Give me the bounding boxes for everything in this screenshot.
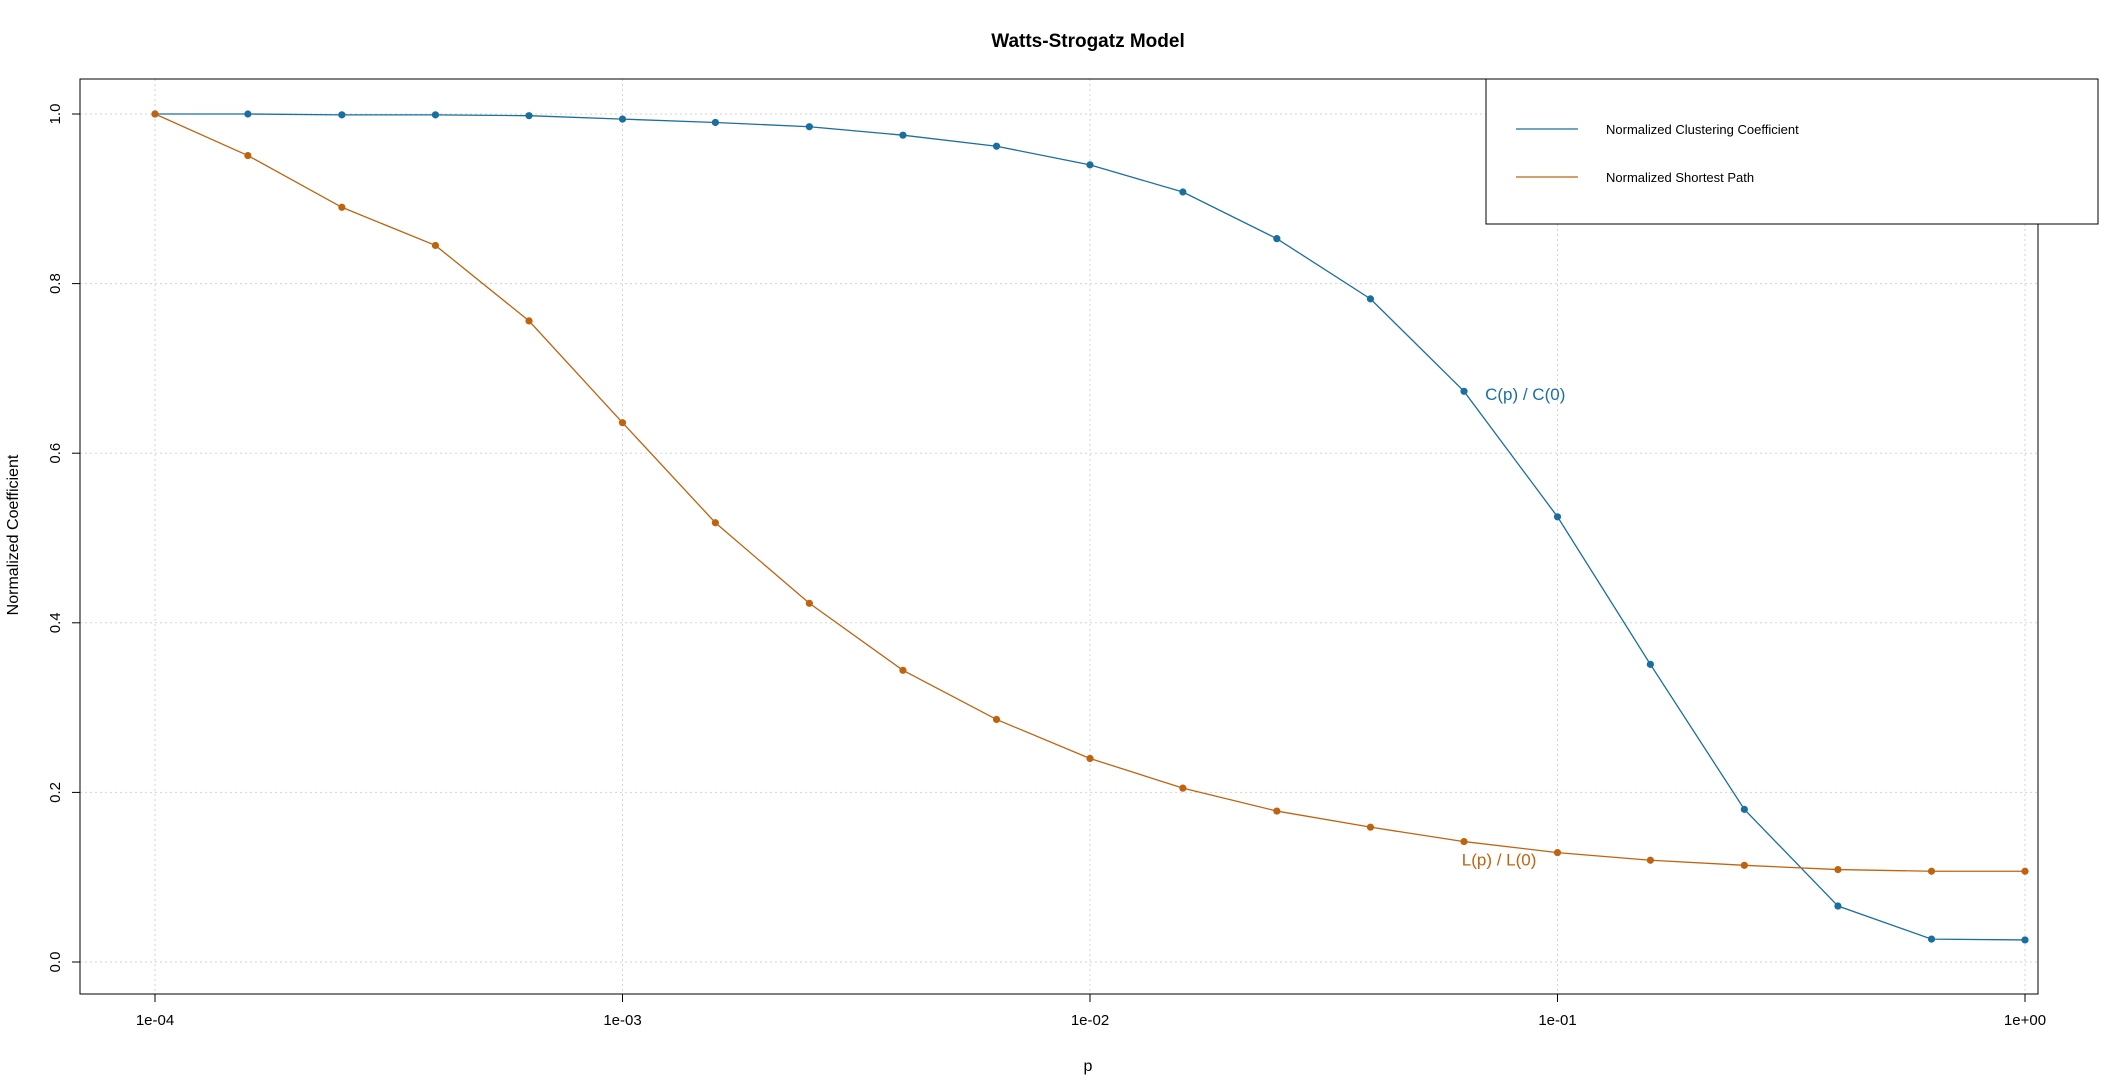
data-point <box>338 203 346 211</box>
data-point <box>525 112 533 120</box>
data-point <box>2021 867 2029 875</box>
data-point <box>431 111 440 119</box>
plot-frame <box>79 78 2039 995</box>
data-point <box>1646 660 1654 668</box>
series-clustering-coefficient <box>151 110 2029 944</box>
series-shortest-path <box>151 110 2029 875</box>
annotation-shortest-path: L(p) / L(0) <box>1462 850 1537 869</box>
data-point <box>2021 936 2029 944</box>
data-point <box>992 715 1001 724</box>
series-layer <box>151 110 2029 944</box>
annotation-clustering: C(p) / C(0) <box>1485 385 1565 404</box>
data-point <box>1740 805 1748 813</box>
data-point <box>1740 861 1748 869</box>
y-tick-label: 0.0 <box>47 952 64 973</box>
chart-title: Watts-Strogatz Model <box>991 31 1185 52</box>
y-tick-label: 0.2 <box>47 782 64 803</box>
data-point <box>1366 823 1375 831</box>
data-point <box>805 123 813 131</box>
legend-box <box>1485 78 2099 225</box>
data-point <box>1460 387 1468 395</box>
data-point <box>1366 295 1375 303</box>
data-point <box>1834 902 1842 910</box>
y-tick-label: 1.0 <box>47 104 64 125</box>
data-point <box>1273 235 1281 243</box>
data-point <box>1460 837 1468 846</box>
data-point <box>618 419 627 427</box>
data-point <box>899 666 907 674</box>
data-point <box>1179 188 1187 196</box>
data-point <box>525 317 533 325</box>
legend-label-clustering: Normalized Clustering Coefficient <box>1606 122 1799 137</box>
data-point <box>151 110 159 118</box>
data-point <box>618 115 627 123</box>
data-point <box>1553 849 1562 857</box>
data-point <box>1927 935 1936 943</box>
y-axis-label: Normalized Coefficient <box>5 454 22 615</box>
y-tick-label: 0.6 <box>47 443 64 464</box>
annotation-layer: C(p) / C(0) L(p) / L(0) <box>1462 385 1566 870</box>
data-point <box>1553 513 1562 521</box>
data-point <box>711 519 719 527</box>
data-point <box>992 142 1001 150</box>
data-point <box>1646 856 1654 864</box>
data-point <box>899 131 907 139</box>
y-axis: 0.0 0.2 0.4 0.6 0.8 1.0 <box>47 104 80 973</box>
x-tick-label: 1e-02 <box>1071 1012 1109 1029</box>
data-point <box>244 110 252 118</box>
y-tick-label: 0.8 <box>47 273 64 294</box>
x-tick-label: 1e-01 <box>1538 1012 1576 1029</box>
data-point <box>1179 784 1187 792</box>
x-tick-label: 1e+00 <box>2004 1012 2046 1029</box>
legend: Normalized Clustering Coefficient Normal… <box>1485 78 2099 225</box>
data-point <box>431 241 440 250</box>
x-tick-label: 1e-03 <box>603 1012 641 1029</box>
x-axis-label: p <box>1084 1058 1093 1075</box>
x-tick-label: 1e-04 <box>136 1012 174 1029</box>
x-axis: 1e-04 1e-03 1e-02 1e-01 1e+00 <box>136 994 2046 1029</box>
data-point <box>338 111 346 119</box>
data-point <box>1086 161 1094 169</box>
data-point <box>1834 865 1842 874</box>
legend-label-shortest-path: Normalized Shortest Path <box>1606 170 1754 185</box>
data-point <box>711 118 719 127</box>
data-point <box>1273 807 1281 815</box>
data-point <box>244 151 252 160</box>
data-point <box>805 599 813 607</box>
data-point <box>1927 867 1936 875</box>
y-tick-label: 0.4 <box>47 612 64 633</box>
data-point <box>1086 754 1094 763</box>
series-line <box>155 113 2026 941</box>
